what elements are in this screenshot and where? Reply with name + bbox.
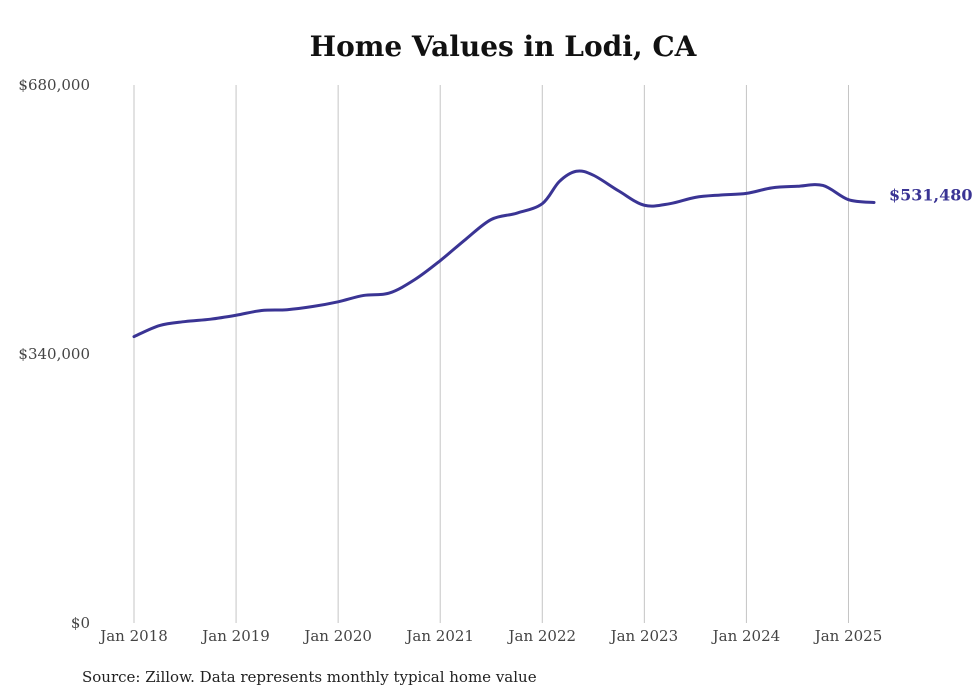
- x-tick-label: Jan 2025: [813, 627, 883, 645]
- chart-title: Home Values in Lodi, CA: [309, 30, 697, 63]
- x-tick-label: Jan 2021: [404, 627, 474, 645]
- y-tick-label: $0: [71, 614, 90, 632]
- x-tick-label: Jan 2022: [506, 627, 576, 645]
- series-layer: [132, 169, 876, 339]
- line-chart: $0$340,000$680,000 Jan 2018 Jan 2019 Jan 2…: [18, 76, 973, 645]
- end-value-label: $531,480: [889, 186, 973, 205]
- x-tick-label: Jan 2024: [711, 627, 781, 645]
- series-line-0: [132, 169, 876, 339]
- x-tick-label: Jan 2019: [200, 627, 270, 645]
- source-note: Source: Zillow. Data represents monthly …: [82, 668, 537, 686]
- x-axis-ticks: Jan 2018 Jan 2019 Jan 2020 Jan 2021 Jan 2022…: [98, 627, 882, 645]
- x-tick-label: Jan 2023: [609, 627, 679, 645]
- y-tick-label: $340,000: [18, 345, 90, 363]
- grid-lines: [133, 85, 849, 623]
- y-axis-ticks: $0 $340,000 $680,000: [18, 76, 90, 632]
- y-tick-label: $680,000: [18, 76, 90, 94]
- x-tick-label: Jan 2018: [98, 627, 168, 645]
- x-tick-label: Jan 2020: [302, 627, 372, 645]
